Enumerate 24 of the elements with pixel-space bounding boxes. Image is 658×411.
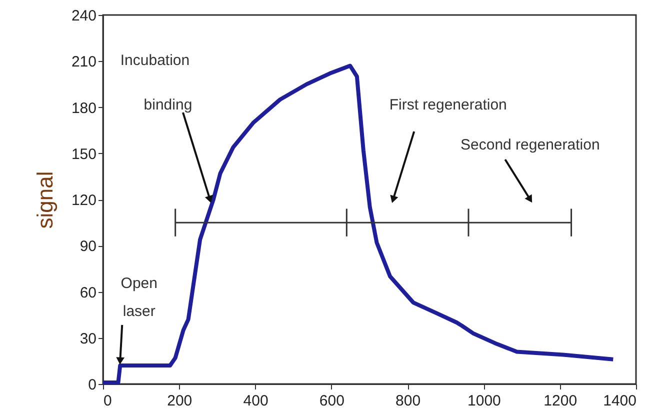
y-tick-label: 240 (71, 8, 96, 24)
y-tick-label: 150 (71, 146, 96, 163)
y-tick-label: 0 (88, 376, 96, 394)
annotation: First regeneration (389, 96, 507, 114)
annotation: binding (144, 96, 192, 114)
x-tick-label: 1400 (603, 392, 636, 410)
y-tick-label: 90 (80, 238, 96, 256)
x-tick-label: 800 (396, 392, 421, 410)
x-tick-label: 400 (243, 392, 268, 410)
y-tick-label: 30 (80, 330, 96, 348)
y-tick-label: 120 (71, 192, 96, 209)
y-tick-label: 60 (80, 284, 96, 302)
y-axis-title: signal (32, 171, 58, 229)
annotation: Second regeneration (460, 136, 600, 154)
x-tick-label: 1000 (468, 392, 501, 410)
y-tick-label: 210 (71, 54, 96, 71)
annotation: Incubation (120, 52, 190, 69)
x-tick-label: 600 (319, 392, 344, 410)
line-series (101, 64, 616, 384)
annotation: Open laser (120, 274, 158, 320)
x-tick-label: 0 (104, 392, 112, 410)
x-tick-label: 1200 (544, 392, 578, 410)
y-tick-label: 180 (71, 100, 96, 117)
x-tick-label: 200 (167, 392, 192, 410)
